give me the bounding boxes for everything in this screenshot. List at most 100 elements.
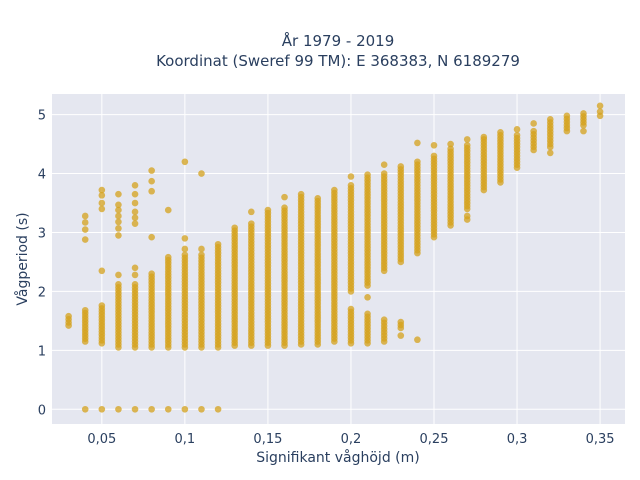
data-point (364, 171, 371, 179)
data-point (248, 220, 255, 227)
data-point (98, 199, 106, 207)
data-point (81, 405, 89, 413)
data-point (131, 271, 139, 279)
data-point (115, 225, 122, 232)
data-point (181, 235, 189, 242)
y-tick-labels: 0 1 2 3 4 5 (38, 109, 46, 419)
data-point (530, 120, 537, 127)
data-point (115, 271, 122, 279)
data-point (81, 306, 89, 314)
data-point (530, 127, 537, 135)
data-point (131, 405, 139, 413)
data-point (596, 108, 604, 115)
data-point (131, 208, 139, 216)
data-point (281, 193, 288, 201)
y-tick-label: 4 (38, 168, 46, 183)
data-point (115, 206, 122, 214)
data-point (148, 270, 155, 278)
data-point (115, 190, 122, 198)
data-point (148, 177, 155, 185)
data-point (198, 251, 205, 259)
data-point (98, 192, 106, 199)
data-point (115, 218, 122, 226)
data-point (81, 212, 89, 220)
data-point (264, 206, 272, 214)
data-point (347, 305, 355, 313)
data-point (148, 187, 155, 195)
data-point (596, 102, 604, 110)
data-point (131, 214, 139, 222)
data-point (430, 141, 438, 149)
data-point (297, 190, 305, 198)
data-point (546, 116, 554, 123)
data-point (98, 205, 106, 213)
data-point (65, 312, 72, 320)
data-point (447, 145, 454, 153)
data-points (65, 102, 604, 413)
x-tick-label: 0,2 (341, 432, 362, 447)
data-point (198, 405, 205, 413)
data-point (231, 224, 238, 232)
data-point (430, 152, 438, 160)
data-point (115, 232, 122, 239)
data-point (380, 170, 388, 177)
data-point (148, 167, 155, 174)
y-gridlines (52, 114, 625, 410)
data-point (164, 405, 172, 413)
x-tick-label: 0,25 (420, 432, 449, 447)
y-tick-label: 2 (38, 285, 46, 300)
data-point (181, 405, 189, 413)
data-point (281, 204, 288, 212)
data-point (397, 163, 405, 170)
data-point (131, 199, 139, 207)
y-tick-label: 1 (38, 344, 46, 359)
data-point (497, 129, 504, 136)
y-tick-label: 5 (38, 109, 46, 124)
data-point (248, 208, 255, 216)
x-tick-label: 0,1 (175, 432, 196, 447)
x-tick-label: 0,35 (586, 432, 615, 447)
data-point (81, 236, 89, 243)
data-point (380, 316, 388, 323)
data-point (347, 173, 355, 180)
data-point (81, 226, 89, 233)
data-point (414, 158, 421, 166)
data-point (148, 233, 155, 241)
data-point (580, 110, 587, 117)
chart-title-line2: Koordinat (Sweref 99 TM): E 368383, N 61… (156, 52, 520, 70)
x-axis-label: Signifikant våghöjd (m) (256, 449, 419, 466)
x-tick-label: 0,3 (507, 432, 528, 447)
plot-background (52, 94, 625, 424)
data-point (198, 245, 205, 253)
data-point (81, 219, 89, 226)
data-point (397, 332, 405, 339)
data-point (164, 206, 172, 214)
data-point (480, 133, 488, 141)
data-point (414, 336, 421, 344)
x-tick-label: 0,15 (253, 432, 282, 447)
data-point (181, 245, 189, 253)
data-point (131, 281, 139, 288)
data-point (463, 141, 471, 149)
data-point (198, 170, 205, 177)
data-point (131, 220, 139, 227)
data-point (314, 195, 322, 202)
y-tick-label: 3 (38, 226, 46, 241)
data-point (414, 139, 421, 147)
data-point (513, 131, 521, 139)
data-point (98, 267, 106, 275)
data-point (181, 158, 189, 166)
data-point (513, 126, 521, 133)
data-point (347, 182, 355, 189)
x-tick-label: 0,05 (87, 432, 116, 447)
data-point (164, 253, 172, 261)
data-point (131, 190, 139, 198)
data-point (463, 216, 471, 223)
data-point (364, 310, 371, 318)
data-point (214, 405, 222, 413)
chart-title-line1: År 1979 - 2019 (282, 31, 395, 50)
data-point (364, 294, 371, 301)
data-point (115, 212, 122, 220)
data-point (463, 136, 471, 143)
